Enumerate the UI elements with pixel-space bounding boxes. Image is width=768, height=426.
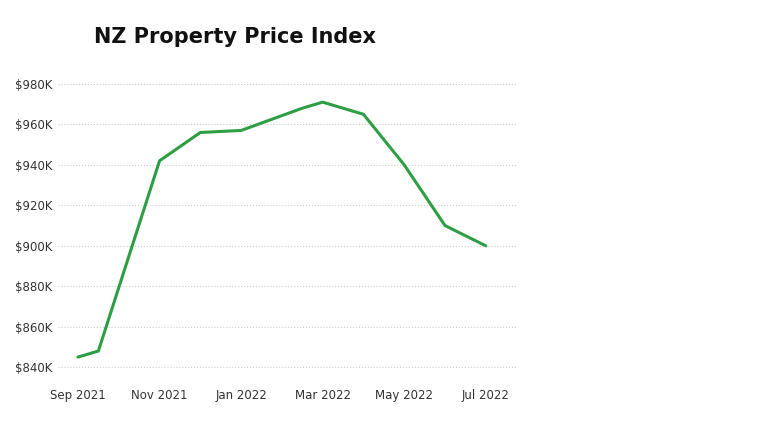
Text: trademe: trademe: [616, 372, 648, 382]
Text: property: property: [608, 386, 694, 404]
Text: 6.2%: 6.2%: [601, 204, 700, 243]
Text: Property prices: Property prices: [587, 144, 715, 159]
Text: NZ Property Price Index: NZ Property Price Index: [94, 27, 376, 47]
Text: have increased: have increased: [588, 178, 713, 193]
Text: Since August 2021: Since August 2021: [578, 255, 724, 269]
